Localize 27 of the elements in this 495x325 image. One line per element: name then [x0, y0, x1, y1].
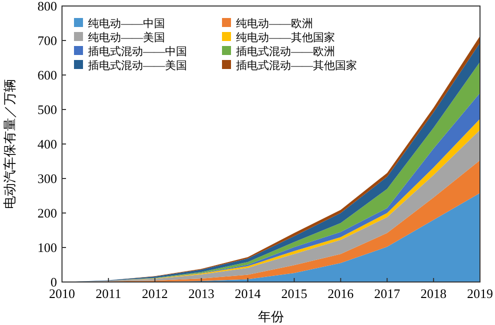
- x-tick-label: 2012: [142, 286, 168, 301]
- x-tick-label: 2018: [420, 286, 447, 301]
- x-axis-title: 年份: [258, 309, 284, 324]
- x-tick-label: 2016: [328, 286, 354, 301]
- legend-label: 纯电动——欧洲: [236, 17, 313, 30]
- legend-label: 插电式混动——欧洲: [236, 45, 335, 58]
- x-tick-label: 2011: [96, 286, 122, 301]
- legend-label: 纯电动——中国: [88, 17, 165, 30]
- x-tick-label: 2017: [374, 286, 401, 301]
- y-tick-label: 800: [38, 0, 57, 14]
- legend-label: 插电式混动——其他国家: [236, 59, 357, 72]
- y-tick-label: 100: [38, 240, 57, 255]
- y-tick-label: 300: [38, 171, 57, 186]
- x-tick-label: 2014: [234, 286, 262, 301]
- legend-label: 纯电动——其他国家: [236, 31, 335, 44]
- y-tick-label: 700: [38, 33, 57, 48]
- x-tick-label: 2019: [467, 286, 493, 301]
- legend-label: 插电式混动——中国: [88, 45, 187, 58]
- y-tick-label: 600: [38, 68, 57, 82]
- y-tick-label: 400: [38, 136, 57, 152]
- y-tick-label: 200: [38, 206, 57, 220]
- x-tick-label: 2015: [281, 286, 308, 301]
- x-tick-label: 2013: [188, 286, 214, 301]
- legend-label: 插电式混动——美国: [88, 59, 187, 72]
- legend-label: 纯电动——美国: [88, 31, 165, 44]
- y-tick-label: 500: [38, 102, 57, 117]
- y-axis-title: 电动汽车保有量／万辆: [2, 79, 17, 209]
